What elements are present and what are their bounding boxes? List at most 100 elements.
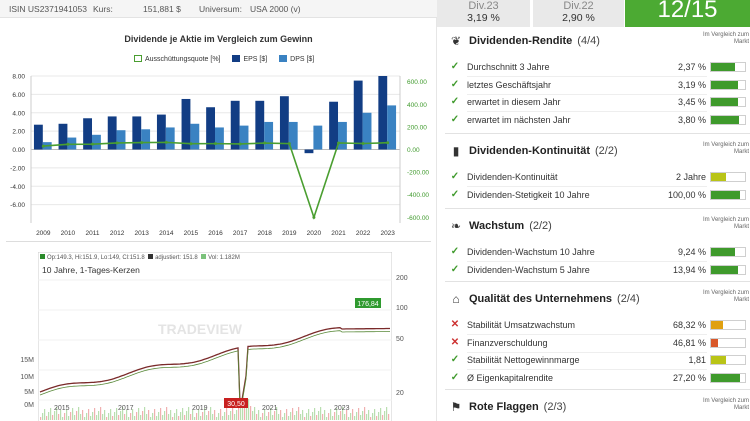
rating-bar-fill	[711, 80, 738, 89]
volume-bar	[336, 408, 338, 420]
legend-dps[interactable]: DPS [$]	[279, 55, 314, 63]
check-icon: ✓	[450, 188, 460, 200]
price-chart-canvas[interactable]: TRADEVIEW 176,84 30,50	[38, 252, 392, 421]
section-header-1[interactable]: ▮ Dividenden-Kontinuität (2/2) Im Vergleich…	[449, 141, 749, 161]
volume-bar	[300, 414, 302, 420]
section-header-3[interactable]: ⌂ Qualität des Unternehmens (2/4) Im Vergle…	[449, 289, 749, 309]
total-score: 12/15	[625, 0, 750, 27]
volume-bar	[106, 417, 108, 420]
criteria-row[interactable]: ✓ Dividenden-Kontinuität 2 Jahre	[449, 169, 750, 186]
volume-bar	[362, 411, 364, 420]
criteria-row[interactable]: ✓ letztes Geschäftsjahr 3,19 %	[449, 77, 750, 94]
volume-tick-label: 15M	[20, 357, 34, 364]
y-left-tick-label: 4.00	[12, 110, 25, 117]
row-divider	[467, 76, 707, 77]
legend-eps[interactable]: EPS [$]	[232, 55, 267, 63]
dps-bar	[116, 130, 126, 150]
volume-bar	[222, 416, 224, 420]
volume-bar	[234, 414, 236, 420]
volume-bar	[124, 414, 126, 420]
eps-bar	[230, 100, 240, 150]
chart-divider	[6, 241, 431, 242]
universe-value: USA 2000 (v)	[250, 4, 301, 14]
dps-bar	[264, 121, 274, 150]
price-chart[interactable]: TRADEVIEW 176,84 30,50	[38, 252, 392, 421]
criteria-row[interactable]: ✓ Ø Eigenkapitalrendite 27,20 %	[449, 370, 750, 387]
rating-bar-fill	[711, 265, 739, 274]
x-tick-label: 2018	[257, 230, 272, 237]
criteria-row[interactable]: ✓ Durchschnitt 3 Jahre 2,37 %	[449, 59, 750, 76]
volume-bar	[176, 409, 178, 420]
volume-bar	[244, 407, 246, 420]
volume-bar	[376, 416, 378, 420]
volume-bar	[80, 414, 82, 420]
y-right-tick-label: 200.00	[407, 124, 427, 131]
volume-bar	[194, 417, 196, 420]
criteria-row[interactable]: ✓ Stabilität Nettogewinnmarge 1,81	[449, 352, 750, 369]
rating-bar-fill	[711, 173, 727, 181]
x-tick-label: 2010	[61, 230, 76, 237]
criteria-row[interactable]: ✓ erwartet im nächsten Jahr 3,80 %	[449, 112, 750, 129]
criteria-row[interactable]: ✓ erwartet in diesem Jahr 3,45 %	[449, 94, 750, 111]
volume-bar	[304, 417, 306, 420]
x-tick-label: 2011	[86, 230, 100, 237]
dps-bar	[141, 129, 151, 150]
section-header-0[interactable]: ❦ Dividenden-Rendite (4/4) Im Vergleich zum…	[449, 31, 749, 51]
volume-bar	[296, 411, 298, 420]
eps-bar	[156, 114, 166, 150]
volume-bar	[218, 413, 220, 420]
y-left-tick-label: -2.00	[10, 165, 25, 172]
volume-bar	[228, 415, 230, 420]
y-left-tick-label: -6.00	[10, 202, 25, 209]
volume-bar	[202, 412, 204, 420]
payout-point	[337, 141, 340, 145]
volume-bar	[136, 412, 138, 420]
criteria-row[interactable]: ✕ Stabilität Umsatzwachstum 68,32 %	[449, 317, 750, 334]
rating-bar	[710, 115, 746, 126]
volume-bar	[328, 413, 330, 420]
criteria-label: Ø Eigenkapitalrendite	[467, 373, 554, 384]
check-icon: ✓	[450, 96, 460, 108]
rating-bar-fill	[711, 374, 740, 383]
volume-bar	[84, 417, 86, 420]
criteria-row[interactable]: ✓ Dividenden-Wachstum 5 Jahre 13,94 %	[449, 262, 750, 279]
volume-bar	[368, 410, 370, 420]
check-icon: ✓	[450, 263, 460, 275]
payout-point	[214, 142, 217, 146]
criteria-label: Stabilität Umsatzwachstum	[467, 320, 576, 330]
section-header-4[interactable]: ⚑ Rote Flaggen (2/3) Im Vergleich zum Markt	[449, 397, 749, 417]
criteria-row[interactable]: ✓ Dividenden-Wachstum 10 Jahre 9,24 %	[449, 244, 750, 261]
volume-bar	[236, 410, 238, 420]
payout-point	[164, 140, 168, 144]
volume-bar	[286, 409, 288, 420]
dps-bar	[362, 112, 372, 150]
volume-bar	[388, 414, 390, 420]
volume-bar	[62, 417, 64, 420]
price-y-tick-label: 200	[396, 275, 408, 282]
volume-bar	[332, 416, 334, 420]
criteria-value: 68,32 %	[672, 320, 706, 330]
payout-point	[287, 142, 291, 146]
criteria-row[interactable]: ✓ Dividenden-Stetigkeit 10 Jahre 100,00 %	[449, 187, 750, 204]
score-row: Div.23 3,19 % Div.22 2,90 % 12/15	[437, 0, 750, 27]
volume-bar	[346, 410, 348, 420]
volume-bar	[306, 413, 308, 420]
volume-bar	[86, 413, 88, 420]
volume-bar	[290, 412, 292, 420]
volume-bar	[282, 417, 284, 420]
volume-bar	[74, 415, 76, 420]
criteria-row[interactable]: ✕ Finanzverschuldung 46,81 %	[449, 335, 750, 352]
y-left-tick-label: 8.00	[12, 74, 25, 81]
isin-text: ISIN US2371941053	[9, 4, 87, 14]
volume-bar	[116, 408, 118, 420]
legend-payout[interactable]: Ausschüttungsquote [%]	[134, 55, 221, 63]
x-tick-label: 2017	[233, 230, 248, 237]
section-header-2[interactable]: ❧ Wachstum (2/2) Im Vergleich zum Markt	[449, 216, 749, 236]
volume-bar	[98, 411, 100, 420]
row-divider	[467, 261, 707, 262]
volume-bar	[354, 416, 356, 420]
y-left-tick-label: 0.00	[12, 147, 25, 154]
payout-point	[361, 142, 365, 146]
section-count: (2/4)	[617, 293, 640, 305]
criteria-value: 13,94 %	[672, 264, 706, 275]
